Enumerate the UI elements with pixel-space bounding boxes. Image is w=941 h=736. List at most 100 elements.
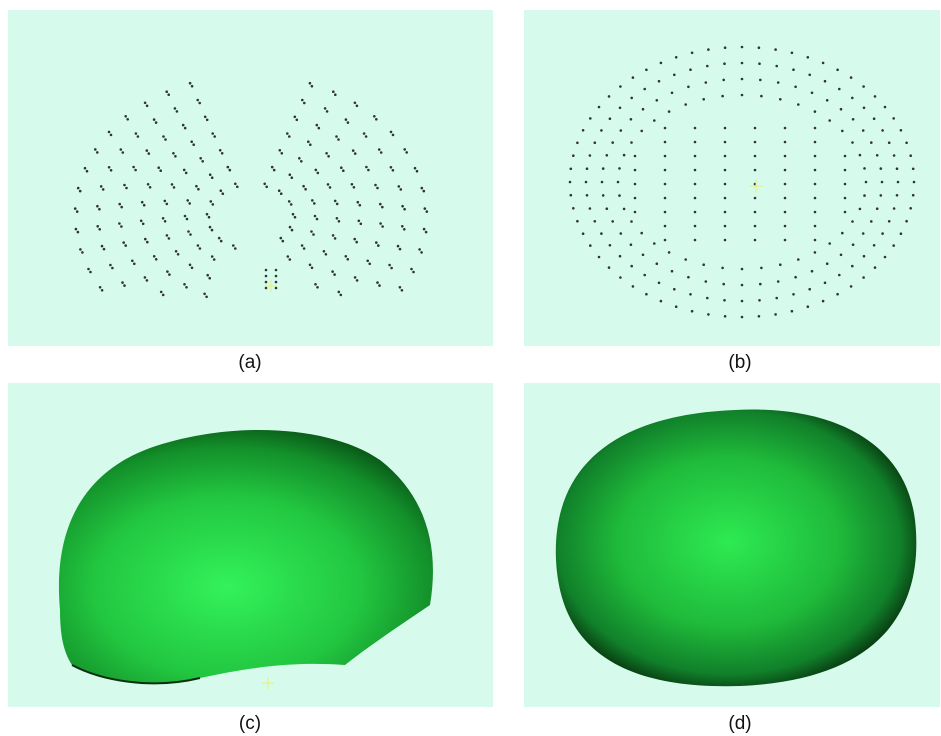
point [188,202,191,205]
point [418,248,421,251]
point [844,211,847,214]
point [784,197,787,200]
point [135,132,138,135]
point [893,207,896,210]
point [189,82,192,85]
point [425,231,428,234]
point [811,270,814,273]
point [707,313,710,316]
point [412,271,415,274]
point [694,225,697,228]
point [653,119,656,122]
point [844,197,847,200]
point [189,233,192,236]
point [352,149,355,152]
point [705,81,708,84]
point [199,157,202,160]
point [658,282,661,285]
point [722,283,725,286]
point [197,188,200,191]
point [392,134,395,137]
point [327,155,330,158]
point [844,183,847,186]
point [204,116,207,119]
point [360,223,363,226]
point [414,167,417,170]
caption: (a) [210,352,290,374]
point [289,226,292,229]
point [227,166,230,169]
point [642,108,645,111]
point [784,141,787,144]
point [298,157,301,160]
point [234,183,237,186]
point [611,220,614,223]
point [164,220,167,223]
point [263,183,266,186]
point [881,181,884,184]
point [863,194,866,197]
point [198,102,201,105]
point [582,232,585,235]
point [900,232,903,235]
point [210,200,213,203]
point [630,265,633,268]
point [632,76,635,79]
point [724,183,727,186]
point [102,188,105,191]
point [909,207,912,210]
point [390,131,393,134]
point [741,46,744,49]
point [828,119,831,122]
point [79,248,82,251]
point [705,280,708,283]
point [630,118,633,121]
point [619,85,622,88]
point [684,103,687,106]
point [190,140,193,143]
panel-a [8,10,493,346]
point [664,211,667,214]
point [172,152,175,155]
point [814,251,817,254]
point [331,270,334,273]
point [884,256,887,259]
point [722,79,725,82]
point [201,160,204,163]
point [103,248,106,251]
point [220,240,223,243]
point [324,107,327,110]
point [586,194,589,197]
point [265,269,268,272]
point [337,138,340,141]
point [355,241,358,244]
point [168,273,171,276]
point [109,264,112,267]
point [673,74,676,77]
point [206,213,209,216]
point [424,207,427,210]
point [160,291,163,294]
point [289,258,292,261]
figure-art [0,0,941,736]
point [620,232,623,235]
point [594,141,597,144]
point [814,183,817,186]
point [838,274,841,277]
point [836,69,839,72]
point [184,127,187,130]
point [345,118,348,121]
point [291,176,294,179]
point [368,263,371,266]
point [632,285,635,288]
point [724,141,727,144]
point [602,167,605,170]
point [852,243,855,246]
point [634,169,637,172]
point [687,86,690,89]
point [340,166,343,169]
point [311,199,314,202]
point [576,220,579,223]
point [808,74,811,77]
point [741,94,744,97]
